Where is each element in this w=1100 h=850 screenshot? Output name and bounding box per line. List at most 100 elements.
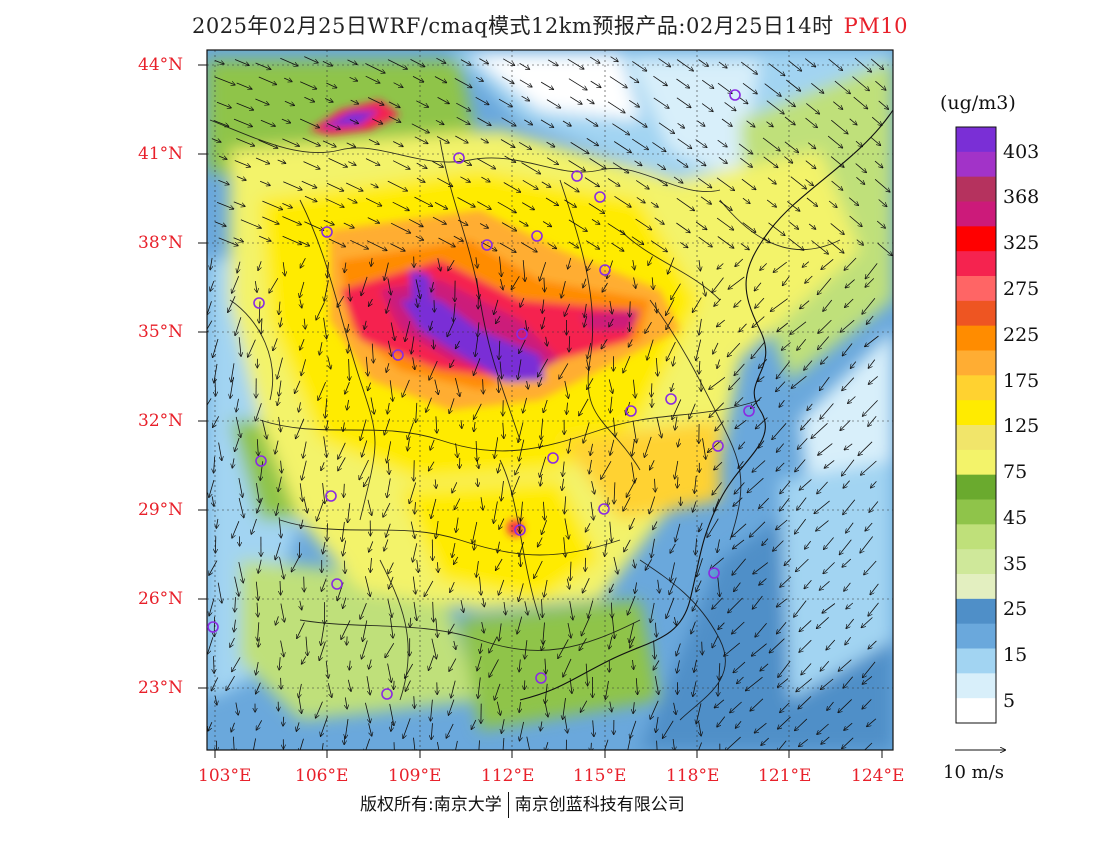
wind-arrow — [784, 156, 792, 163]
wind-arrow — [350, 239, 368, 249]
wind-arrow — [877, 242, 892, 255]
wind-arrow — [778, 678, 789, 687]
wind-arrow — [322, 61, 332, 65]
wind-arrow — [214, 221, 226, 226]
wind-arrow — [708, 440, 722, 452]
wind-arrow — [823, 562, 835, 573]
wind-arrow — [232, 458, 234, 467]
colorbar-segment — [956, 201, 996, 227]
wind-arrow — [526, 320, 527, 331]
wind-scale-label: 10 m/s — [943, 762, 1004, 783]
wind-arrow — [393, 141, 403, 147]
wind-arrow — [318, 381, 326, 400]
wind-arrow — [604, 739, 609, 750]
wind-arrow — [570, 142, 589, 153]
wind-arrow — [478, 322, 479, 336]
wind-arrow — [256, 682, 261, 694]
wind-arrow — [777, 322, 789, 332]
wind-arrow — [710, 557, 724, 569]
wind-arrow — [870, 583, 879, 595]
wind-arrow — [563, 698, 566, 719]
wind-arrow — [476, 257, 478, 268]
wind-arrow — [494, 501, 498, 523]
wind-arrow — [849, 118, 857, 125]
wind-arrow — [671, 283, 681, 300]
wind-arrow — [321, 623, 325, 645]
wind-arrow — [232, 521, 240, 538]
lon-label-118: 118°E — [666, 766, 720, 786]
wind-arrow — [730, 701, 742, 713]
wind-arrow — [499, 340, 500, 360]
wind-arrow — [702, 438, 706, 459]
wind-arrow — [852, 76, 870, 91]
wind-arrow — [717, 539, 719, 552]
wind-arrow — [542, 299, 544, 314]
wind-arrow — [323, 541, 325, 554]
wind-arrow — [629, 76, 639, 83]
wind-arrow — [392, 160, 410, 169]
wind-arrow — [277, 357, 283, 379]
wind-arrow — [695, 158, 705, 166]
wind-arrow — [304, 221, 323, 231]
wind-arrow — [758, 376, 765, 382]
wind-arrow — [503, 182, 521, 193]
wind-arrow — [367, 97, 384, 106]
wind-arrow — [697, 120, 705, 126]
wind-arrow — [499, 242, 516, 252]
wind-arrow — [584, 315, 587, 327]
wind-arrow — [435, 119, 444, 124]
wind-arrow — [234, 59, 249, 66]
wind-arrow — [759, 440, 765, 448]
wind-arrow — [871, 116, 882, 125]
wind-arrow — [517, 616, 523, 634]
wind-arrow — [548, 243, 556, 249]
wind-arrow — [633, 559, 635, 568]
wind-arrow — [479, 740, 480, 750]
wind-arrow — [842, 737, 854, 749]
wind-arrow — [569, 600, 573, 620]
wind-arrow — [675, 523, 681, 542]
wind-arrow — [674, 702, 676, 715]
wind-arrow — [733, 539, 745, 549]
colorbar-unit: (ug/m3) — [940, 92, 1016, 114]
wind-arrow — [635, 582, 637, 593]
wind-arrow — [393, 742, 395, 750]
wind-arrow — [456, 517, 458, 533]
wind-arrow — [212, 496, 214, 506]
wind-arrow — [591, 501, 594, 520]
wind-arrow — [609, 636, 613, 649]
wind-arrow — [280, 317, 282, 327]
wind-arrow — [474, 421, 475, 431]
colorbar-label-15: 15 — [1003, 644, 1028, 666]
wind-arrow — [740, 157, 752, 167]
wind-arrow — [862, 699, 872, 708]
wind-arrow — [739, 441, 746, 449]
wind-arrow — [584, 303, 586, 317]
wind-arrow — [759, 497, 769, 508]
wind-arrow — [279, 557, 284, 578]
wind-arrow — [848, 396, 856, 404]
wind-arrow — [844, 722, 853, 730]
wind-arrow — [306, 636, 308, 656]
wind-arrow — [564, 303, 570, 316]
wind-arrow — [590, 443, 592, 455]
colorbar-label-368: 368 — [1003, 186, 1040, 208]
wind-arrow — [281, 118, 290, 123]
wind-arrow — [236, 138, 254, 146]
wind-arrow — [460, 59, 471, 65]
wind-arrow — [218, 442, 222, 461]
wind-arrow — [347, 636, 348, 645]
wind-arrow — [610, 56, 618, 62]
wind-arrow — [735, 397, 744, 405]
wind-arrow — [732, 558, 747, 575]
wind-arrow — [215, 696, 217, 705]
wind-arrow — [386, 298, 391, 314]
wind-arrow — [778, 716, 791, 729]
wind-arrow — [255, 98, 268, 105]
wind-arrow — [716, 217, 733, 230]
wind-arrow — [789, 221, 799, 229]
wind-arrow — [347, 323, 349, 332]
wind-arrow — [461, 600, 464, 612]
wind-arrow — [545, 683, 547, 704]
wind-arrow — [751, 396, 762, 408]
